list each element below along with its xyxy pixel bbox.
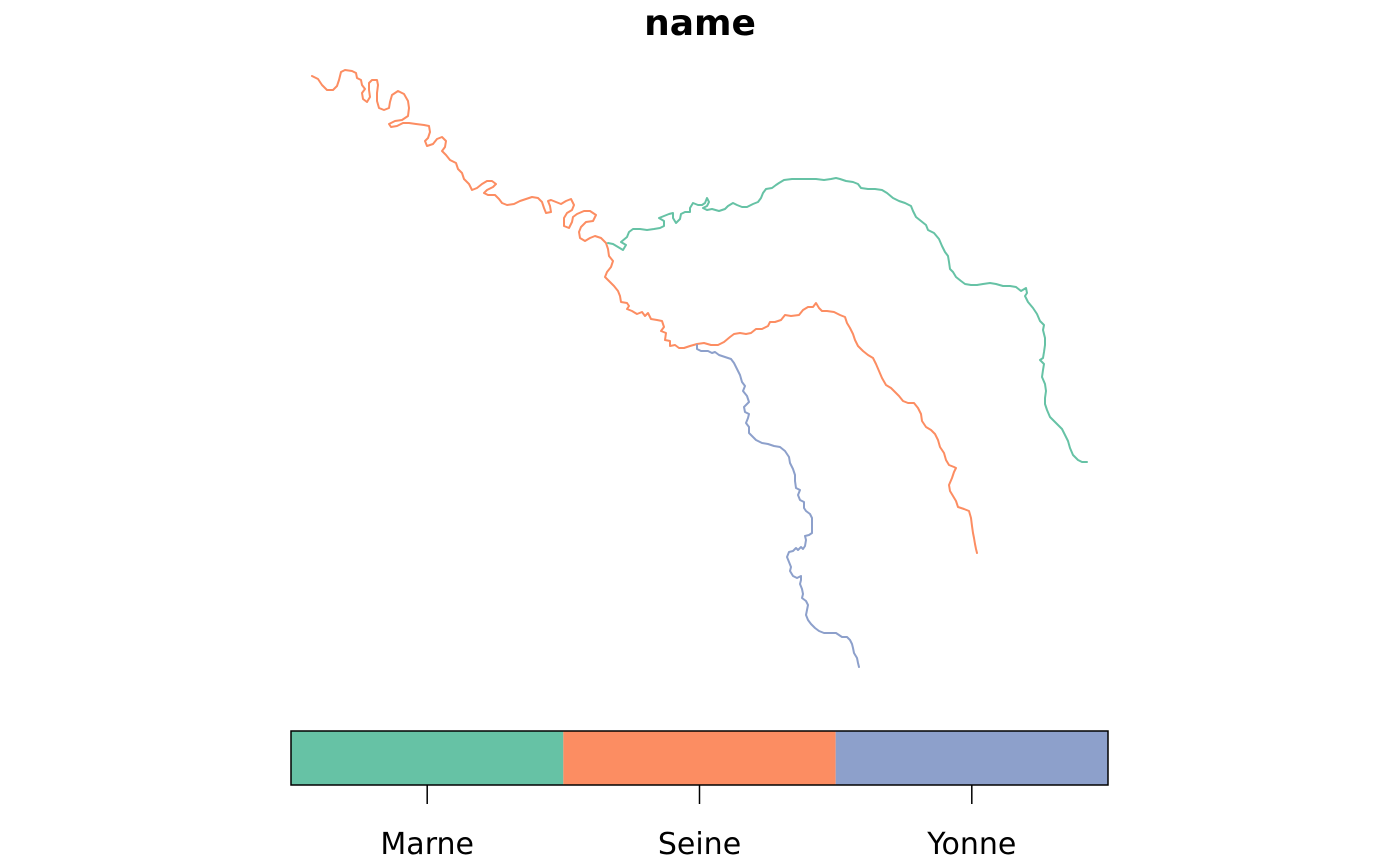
- legend-swatch-seine: [563, 731, 836, 785]
- river-seine: [311, 69, 978, 554]
- legend-label-yonne: Yonne: [926, 827, 1016, 862]
- river-marne: [607, 177, 1088, 463]
- legend-label-seine: Seine: [658, 827, 741, 862]
- map-title: name: [644, 3, 756, 44]
- legend-swatch-marne: [291, 731, 564, 785]
- legend: Marne Seine Yonne: [290, 730, 1109, 862]
- river-yonne: [696, 344, 860, 668]
- legend-swatch-yonne: [835, 731, 1108, 785]
- legend-label-marne: Marne: [380, 827, 474, 862]
